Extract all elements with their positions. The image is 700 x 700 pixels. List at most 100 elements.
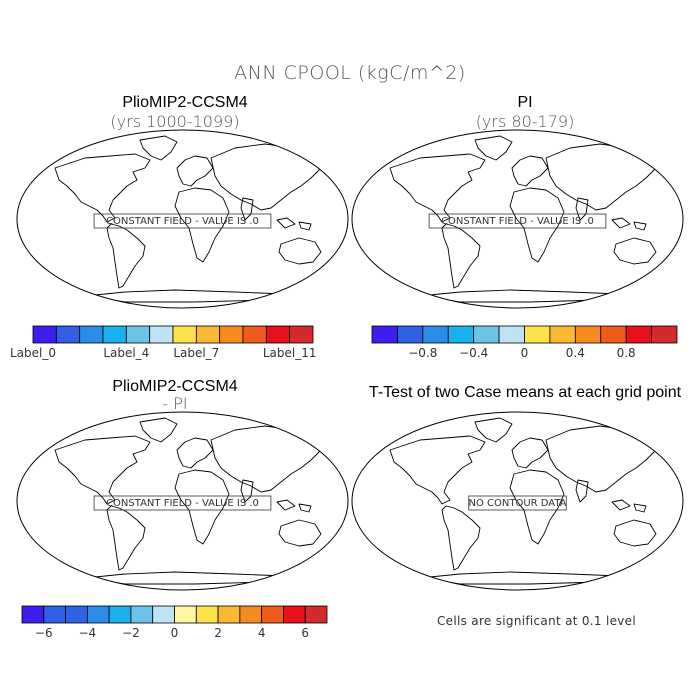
colorbar-cell bbox=[242, 325, 267, 344]
coastline bbox=[474, 135, 513, 161]
colorbar-cell bbox=[304, 605, 328, 624]
significance-note: Cells are significant at 0.1 level bbox=[437, 614, 637, 628]
colorbar-cell bbox=[195, 605, 219, 624]
coastline bbox=[611, 217, 631, 229]
colorbar-cell bbox=[217, 605, 241, 624]
coastline bbox=[474, 417, 513, 443]
colorbar-cell bbox=[265, 325, 291, 344]
coastline bbox=[611, 499, 631, 511]
map-panel-4: NO CONTOUR DATA bbox=[351, 411, 684, 591]
colorbar-cell bbox=[473, 325, 500, 344]
colorbar-cell bbox=[86, 605, 110, 624]
colorbar-label: Label_4 bbox=[103, 346, 149, 360]
colorbar-cell bbox=[625, 325, 652, 344]
map-message-box bbox=[93, 495, 272, 511]
colorbar-cell bbox=[174, 605, 197, 624]
map-message-box bbox=[93, 213, 272, 229]
coastline bbox=[575, 479, 589, 503]
colorbar-cell bbox=[498, 325, 525, 344]
coastline bbox=[54, 435, 151, 505]
panel-1-title: PlioMIP2-CCSM4 bbox=[122, 94, 248, 111]
coastline bbox=[210, 143, 322, 211]
coastline bbox=[176, 437, 214, 469]
colorbar-label: 2 bbox=[214, 626, 222, 640]
map-message: CONSTANT FIELD - VALUE IS .0 bbox=[106, 216, 259, 227]
colorbar-label: −2 bbox=[122, 626, 140, 640]
coastline bbox=[509, 187, 565, 263]
coastline bbox=[298, 503, 312, 513]
coastline bbox=[106, 505, 146, 571]
colorbar-cell bbox=[219, 325, 244, 344]
coastline bbox=[240, 197, 254, 221]
coastline bbox=[575, 197, 589, 221]
colorbar-1: Label_0 Label_4 Label_7 Label_11 bbox=[10, 325, 317, 360]
colorbar-cell bbox=[102, 325, 127, 344]
map-panel-3: CONSTANT FIELD - VALUE IS .0 bbox=[16, 411, 349, 591]
colorbar-cell bbox=[79, 325, 104, 344]
colorbar-cell bbox=[239, 605, 263, 624]
colorbar-label: 0.8 bbox=[617, 346, 636, 360]
colorbar-label: −0.8 bbox=[408, 346, 437, 360]
panel-3-title: PlioMIP2-CCSM4 bbox=[112, 378, 238, 395]
coastline bbox=[106, 223, 146, 289]
colorbar-cell bbox=[549, 325, 576, 344]
coastline bbox=[278, 237, 322, 265]
colorbar-cell bbox=[32, 325, 57, 344]
coastline bbox=[139, 417, 178, 443]
coastline bbox=[174, 187, 230, 263]
coastline bbox=[613, 519, 657, 547]
colorbar-cell bbox=[43, 605, 66, 624]
coastline bbox=[276, 499, 296, 511]
coastline bbox=[139, 135, 178, 161]
coastline bbox=[84, 571, 286, 585]
figure-title: ANN CPOOL (kgC/m^2) bbox=[234, 62, 466, 84]
colorbar-cell bbox=[574, 325, 602, 344]
colorbar-label: Label_0 bbox=[10, 346, 56, 360]
coastline bbox=[278, 519, 322, 547]
colorbar-label: −0.4 bbox=[459, 346, 488, 360]
coastline bbox=[511, 155, 549, 187]
coastline bbox=[54, 153, 151, 223]
colorbar-cell bbox=[108, 605, 132, 624]
panel-4-title: T-Test of two Case means at each grid po… bbox=[368, 384, 682, 401]
colorbar-cell bbox=[397, 325, 424, 344]
coastline bbox=[545, 143, 657, 211]
colorbar-cell bbox=[371, 325, 398, 344]
colorbar-cell bbox=[422, 325, 449, 344]
coastline bbox=[441, 505, 481, 571]
colorbar-cell bbox=[125, 325, 151, 344]
colorbar-cell bbox=[524, 325, 551, 344]
coastline bbox=[633, 221, 647, 231]
colorbar-label: 0.4 bbox=[566, 346, 585, 360]
colorbar-cell bbox=[447, 325, 475, 344]
colorbar-cell bbox=[283, 605, 306, 624]
coastline bbox=[176, 155, 214, 187]
colorbar-cell bbox=[261, 605, 284, 624]
coastline bbox=[633, 503, 647, 513]
map-message-box bbox=[468, 495, 567, 511]
coastline bbox=[511, 437, 549, 469]
colorbar-label: −4 bbox=[79, 626, 97, 640]
map-message: CONSTANT FIELD - VALUE IS .0 bbox=[106, 498, 259, 509]
coastline bbox=[441, 223, 481, 289]
colorbar-cell bbox=[651, 325, 678, 344]
coastline bbox=[298, 221, 312, 231]
colorbar-cell bbox=[130, 605, 154, 624]
colorbar-label: Label_11 bbox=[263, 346, 317, 360]
map-message: NO CONTOUR DATA bbox=[468, 498, 566, 509]
colorbar-cell bbox=[65, 605, 88, 624]
coastline bbox=[84, 289, 286, 303]
panel-2-title: PI bbox=[517, 94, 533, 111]
panel-1-subtitle: (yrs 1000-1099) bbox=[110, 112, 240, 131]
coastline bbox=[389, 153, 486, 223]
colorbar-cell bbox=[600, 325, 627, 344]
colorbar-label: 6 bbox=[301, 626, 309, 640]
colorbar-label: 4 bbox=[258, 626, 266, 640]
colorbar-cell bbox=[152, 605, 175, 624]
colorbar-cell bbox=[172, 325, 197, 344]
colorbar-cell bbox=[195, 325, 221, 344]
coastline bbox=[276, 217, 296, 229]
map-panel-2: CONSTANT FIELD - VALUE IS .0 bbox=[351, 129, 684, 309]
colorbar-2: −0.8 −0.4 0 0.4 0.8 bbox=[371, 325, 678, 360]
colorbar-cell bbox=[149, 325, 174, 344]
